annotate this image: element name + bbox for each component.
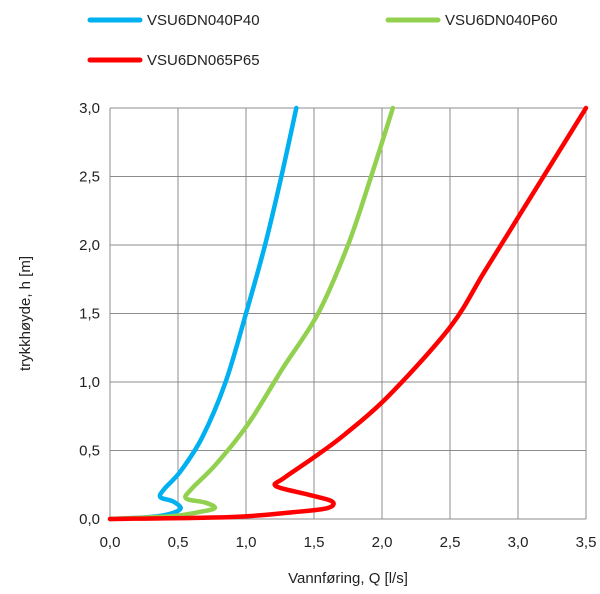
y-tick-label: 3,0 (79, 100, 100, 117)
x-tick-label: 3,5 (576, 534, 597, 551)
y-tick-label: 2,5 (79, 169, 100, 186)
x-tick-label: 3,0 (508, 534, 529, 551)
y-tick-label: 2,0 (79, 237, 100, 254)
x-tick-label: 2,0 (372, 534, 393, 551)
x-tick-label: 1,5 (304, 534, 325, 551)
series-line-3 (107, 105, 589, 522)
x-tick-label: 2,5 (440, 534, 461, 551)
legend-label: VSU6DN040P60 (445, 12, 558, 29)
series-line-2 (107, 105, 396, 522)
y-tick-label: 1,0 (79, 374, 100, 391)
y-tick-label: 0,5 (79, 443, 100, 460)
series-group (107, 105, 589, 522)
grid (109, 107, 587, 520)
series-line-1 (107, 105, 299, 522)
x-axis-title: Vannføring, Q [l/s] (288, 570, 408, 587)
legend-label: VSU6DN040P40 (147, 12, 260, 29)
y-tick-label: 0,0 (79, 511, 100, 528)
legend: VSU6DN040P40 VSU6DN040P60 VSU6DN065P65 (87, 12, 558, 69)
x-tick-label: 0,5 (168, 534, 189, 551)
y-tick-label: 1,5 (79, 306, 100, 323)
plot-area (107, 105, 589, 522)
y-axis-title: trykkhøyde, h [m] (17, 256, 34, 371)
y-tick-labels: 0,0 0,5 1,0 1,5 2,0 2,5 3,0 (79, 100, 100, 528)
x-tick-label: 1,0 (236, 534, 257, 551)
x-tick-labels: 0,0 0,5 1,0 1,5 2,0 2,5 3,0 3,5 (100, 534, 597, 551)
legend-label: VSU6DN065P65 (147, 52, 260, 69)
x-tick-label: 0,0 (100, 534, 121, 551)
